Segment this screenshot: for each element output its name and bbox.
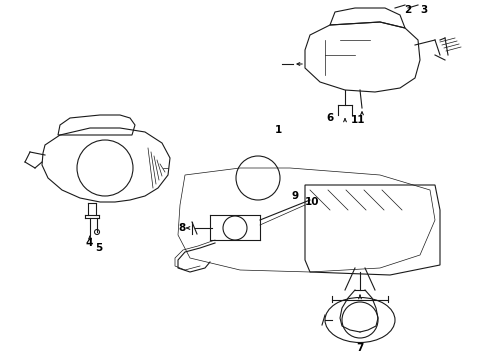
Text: 2: 2 (404, 5, 412, 15)
Text: 3: 3 (420, 5, 428, 15)
Text: 7: 7 (356, 343, 364, 353)
Text: 6: 6 (326, 113, 334, 123)
Text: 8: 8 (178, 223, 186, 233)
Text: 4: 4 (85, 238, 93, 248)
Text: 10: 10 (305, 197, 319, 207)
Circle shape (95, 230, 99, 234)
Text: 9: 9 (292, 191, 298, 201)
Text: 11: 11 (351, 115, 365, 125)
Text: 5: 5 (96, 243, 102, 253)
Text: 1: 1 (274, 125, 282, 135)
